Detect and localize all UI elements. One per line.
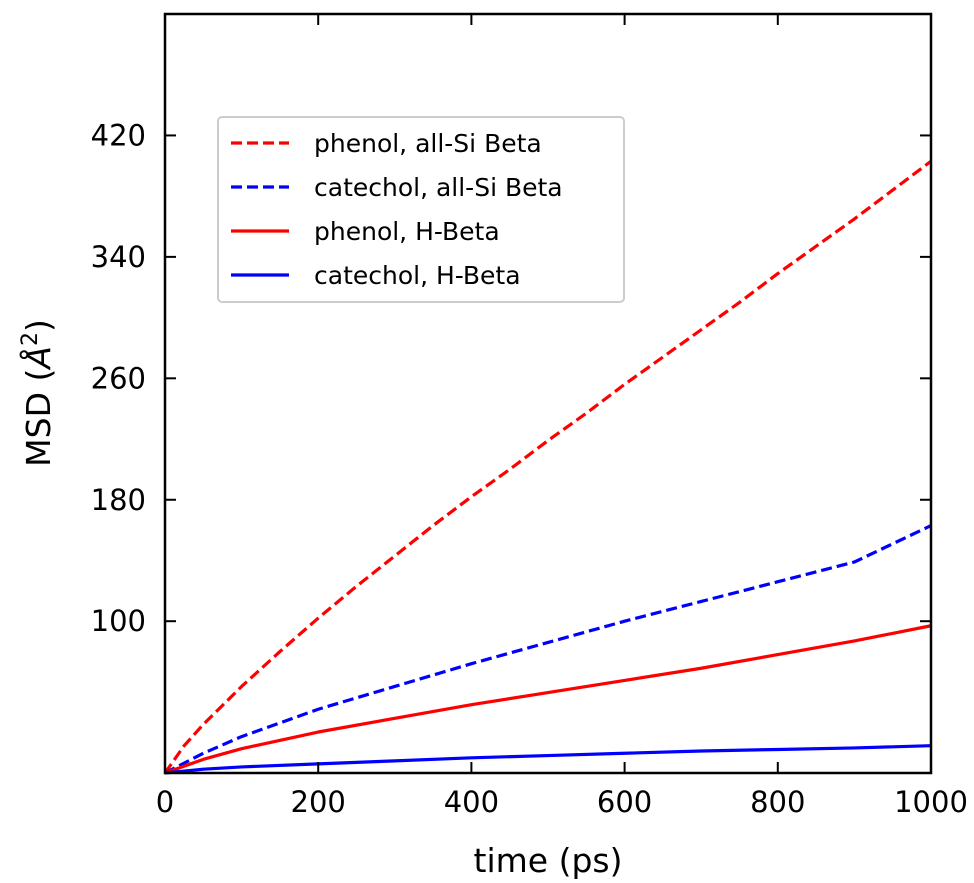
legend-entry-4: catechol, H-Beta xyxy=(231,261,521,290)
series-lines xyxy=(163,159,932,775)
y-tick-label-100: 100 xyxy=(91,604,146,638)
legend-entry-2: catechol, all-Si Beta xyxy=(231,173,563,202)
y-tick-label-180: 180 xyxy=(91,483,146,517)
y-tick-label-340: 340 xyxy=(91,240,146,274)
legend-label-1: phenol, all-Si Beta xyxy=(314,129,542,158)
y-tick-label-260: 260 xyxy=(91,361,146,395)
x-tick-label-1000: 1000 xyxy=(894,785,968,819)
series-line-4 xyxy=(164,744,932,775)
legend-entry-3: phenol, H-Beta xyxy=(231,217,500,246)
legend-label-3: phenol, H-Beta xyxy=(314,217,500,246)
x-tick-label-400: 400 xyxy=(444,785,499,819)
legend-label-4: catechol, H-Beta xyxy=(314,261,521,290)
y-axis-label: MSD (Å2) xyxy=(18,319,58,467)
legend: phenol, all-Si Beta catechol, all-Si Beta… xyxy=(217,116,625,303)
x-tick-label-600: 600 xyxy=(597,785,652,819)
series-line-2 xyxy=(164,524,932,775)
plot-frame xyxy=(163,12,933,775)
y-tick-label-420: 420 xyxy=(91,118,146,152)
series-line-1 xyxy=(163,159,932,774)
axis-ticks: 0 200 400 600 800 1000 100 180 260 340 420 xyxy=(91,14,968,819)
legend-label-2: catechol, all-Si Beta xyxy=(314,173,563,202)
legend-box xyxy=(217,116,625,303)
legend-entry-1: phenol, all-Si Beta xyxy=(231,129,542,158)
x-tick-label-200: 200 xyxy=(291,785,346,819)
legend-items: phenol, all-Si Beta catechol, all-Si Beta… xyxy=(231,129,563,290)
x-axis-label: time (ps) xyxy=(474,841,623,880)
x-tick-label-0: 0 xyxy=(156,785,174,819)
x-tick-label-800: 800 xyxy=(750,785,805,819)
series-line-3 xyxy=(164,624,932,775)
